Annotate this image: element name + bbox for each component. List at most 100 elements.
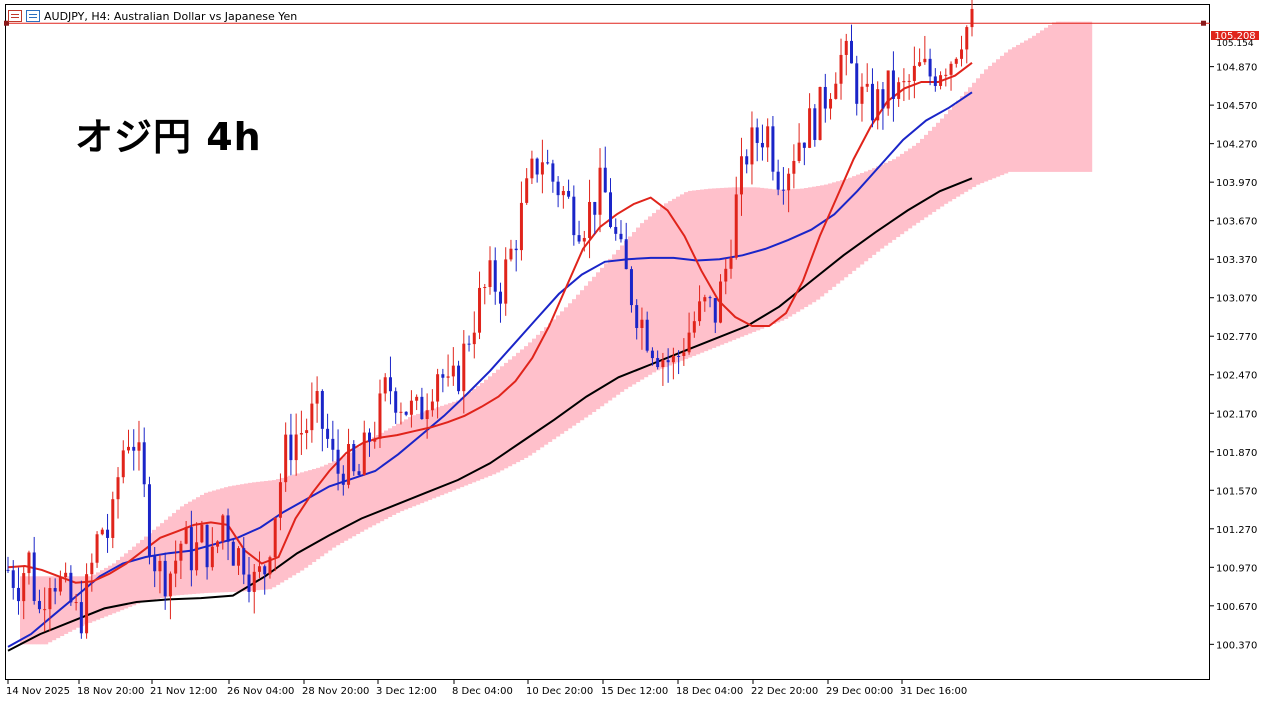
candle-body [970,8,974,28]
candle-body [504,259,508,304]
candle-body [294,434,298,461]
candle-body [425,410,429,420]
cloud-segment [44,576,49,645]
cloud-segment [640,223,645,380]
candle-body [11,570,15,588]
y-tick-label: 104.870 [1216,63,1257,74]
candle-body [813,108,817,140]
candle-body [802,142,806,148]
price-axis[interactable]: 104.870 104.570 104.270 103.970 103.670 103.3… [1210,63,1257,652]
cloud-segment [132,546,137,606]
candle-body [760,142,764,148]
cloud-segment [384,430,389,520]
candle-body [944,74,948,76]
candle-body [6,569,10,571]
cloud-segment [792,189,797,315]
candle-body [147,484,151,557]
secondary-price-tag: 105.154 [1211,40,1259,49]
cloud-segment [112,563,117,614]
candle-body [168,573,172,597]
cloud-segment [976,78,981,185]
cloud-segment [580,290,585,421]
cloud-segment [992,62,997,179]
cloud-segment [488,376,493,476]
cloud-segment [624,240,629,390]
cloud-segment [420,412,425,504]
candle-body [205,524,209,568]
candle-body [116,477,120,500]
cloud-segment [292,474,297,576]
candle-body [891,70,895,99]
candle-body [928,58,932,77]
cloud-segment [1048,25,1053,172]
chart-menu-icon[interactable] [8,10,22,22]
candle-body [305,430,309,434]
cloud-segment [168,516,173,597]
cloud-segment [780,189,785,321]
cloud-segment [884,162,889,246]
candle-body [43,609,47,611]
candle-body [818,86,822,140]
candle-body [289,434,293,461]
x-tick-label: 18 Dec 04:00 [676,686,743,697]
candle-body [582,237,586,242]
cloud-segment [872,168,877,255]
cloud-segment [820,185,825,297]
cloud-segment [28,576,33,645]
cloud-segment [448,403,453,492]
time-axis[interactable]: 14 Nov 2025 18 Nov 20:00 21 Nov 12:00 26 No… [6,679,967,697]
cloud-segment [68,576,73,632]
cloud-segment [244,483,249,592]
cloud-segment [664,203,669,368]
cloud-segment [952,105,957,200]
cloud-segment [1020,42,1025,172]
cloud-segment [876,166,881,252]
candle-body [692,321,696,333]
candle-body [666,360,670,363]
candle-body [90,562,94,575]
candle-body [603,167,607,193]
candle-body [472,332,476,345]
cloud-segment [772,189,777,324]
cloud-segment [560,311,565,434]
cloud-segment [184,503,189,595]
candle-body [436,374,440,402]
cloud-segment [616,249,621,395]
cloud-segment [692,190,697,356]
cloud-segment [740,187,745,337]
cloud-segment [988,65,993,180]
cloud-segment [844,178,849,278]
cloud-segment [248,482,253,591]
cloud-segment [748,187,753,334]
candle-body [724,268,728,282]
cloud-segment [1024,40,1029,172]
cloud-segment [892,159,897,240]
sma-fast-line [7,62,973,584]
moving-average-layer [7,62,973,652]
candle-body [137,442,141,451]
cloud-segment [920,138,925,221]
cloud-segment [856,174,861,268]
candle-body [682,352,686,356]
cloud-segment [716,188,721,347]
candle-body [960,49,964,59]
cloud-segment [744,187,749,336]
cloud-segment [916,142,921,223]
candle-body [829,98,833,109]
cloud-segment [812,186,817,303]
x-tick-label: 15 Dec 12:00 [601,686,668,697]
y-tick-label: 100.370 [1216,640,1257,651]
cloud-segment [452,401,457,491]
cloud-segment [888,160,893,243]
cloud-segment [480,383,485,480]
candle-body [739,156,743,195]
candle-body [252,571,256,592]
candle-body [237,548,241,566]
chart-window-icon[interactable] [26,10,40,22]
cloud-segment [280,477,285,583]
candle-body [451,365,455,377]
candle-body [865,83,869,87]
candle-body [498,291,502,304]
